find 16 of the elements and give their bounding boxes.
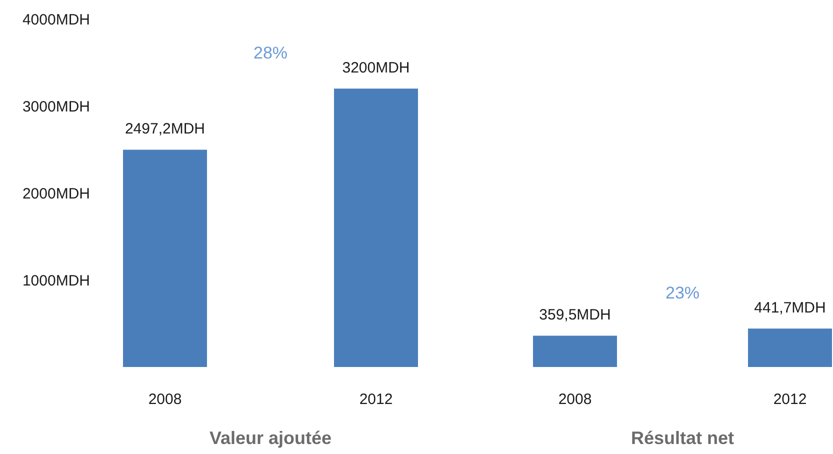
x-tick-label: 2008 [148, 391, 182, 408]
annotation: 23% [665, 284, 700, 303]
x-axis-title: Résultat net [630, 428, 734, 448]
data-label: 441,7MDH [754, 300, 826, 317]
x-tick-label: 2008 [558, 391, 592, 408]
annotation: 28% [253, 44, 288, 63]
x-tick-label: 2012 [773, 391, 807, 408]
y-tick-label: 3000MDH [22, 98, 90, 116]
data-label: 2497,2MDH [124, 120, 206, 138]
y-tick-label: 1000MDH [22, 272, 90, 290]
x-axis-title: Valeur ajoutée [209, 428, 332, 448]
x-tick-label: 2012 [359, 391, 393, 408]
data-label: 359,5MDH [539, 306, 611, 324]
y-tick-label: 2000MDH [22, 185, 90, 202]
data-label: 3200MDH [342, 60, 410, 77]
y-tick-label: 4000MDH [22, 11, 90, 28]
